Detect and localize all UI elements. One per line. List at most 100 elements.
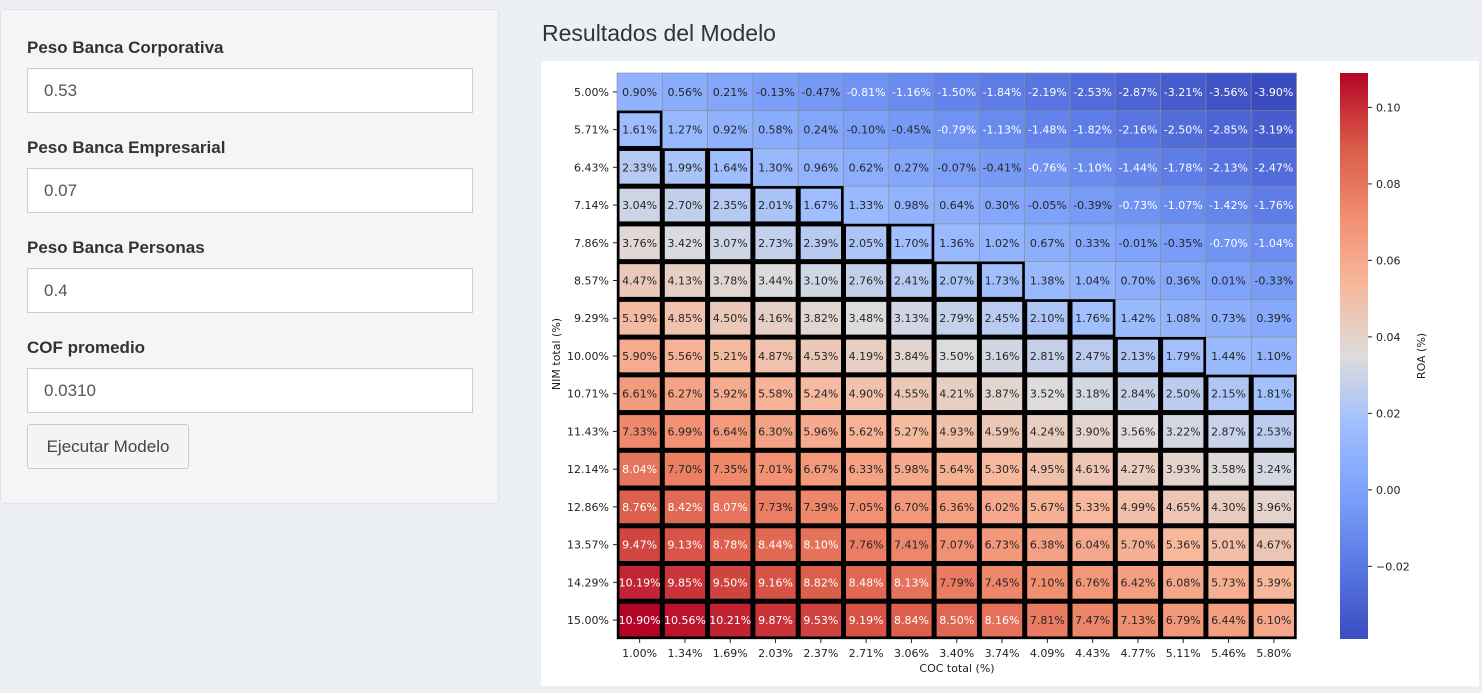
heatmap-cell-highlight	[1069, 299, 1116, 338]
heatmap-cell-highlight	[888, 525, 935, 564]
peso-banca-personas-input[interactable]	[27, 268, 473, 313]
heatmap-cell	[1160, 299, 1207, 338]
heatmap-cell-label: 4.21%	[939, 388, 974, 401]
heatmap-cell-highlight	[798, 261, 844, 300]
heatmap-cell-label: -3.56%	[1209, 86, 1248, 99]
heatmap-cell-label: 0.24%	[803, 124, 838, 137]
heatmap-cell	[1114, 110, 1161, 149]
heatmap-cell-label: 3.96%	[1256, 501, 1291, 514]
heatmap-cell-highlight	[616, 299, 663, 338]
heatmap-cell-label: -2.13%	[1209, 161, 1248, 174]
heatmap-cell-highlight	[1069, 374, 1116, 413]
heatmap-cell	[979, 223, 1025, 262]
y-tick-label: 5.00%	[574, 86, 609, 99]
heatmap-cell	[1250, 336, 1297, 376]
heatmap-cell-highlight	[933, 450, 980, 489]
heatmap-cell-highlight	[1069, 487, 1116, 526]
heatmap-cell-highlight	[798, 186, 844, 225]
heatmap-cell	[1250, 110, 1297, 149]
heatmap-cell-highlight	[707, 601, 754, 640]
cof-promedio-input[interactable]	[27, 368, 473, 413]
colorbar-tick-label: 0.04	[1376, 331, 1401, 344]
x-tick-label: 5.46%	[1211, 647, 1246, 660]
heatmap-cell-label: 4.95%	[1030, 463, 1065, 476]
heatmap-cell-label: 3.52%	[1030, 388, 1065, 401]
heatmap-cell	[933, 261, 980, 300]
heatmap-cell-highlight	[1205, 487, 1252, 526]
heatmap-cell	[1114, 299, 1161, 338]
heatmap-cell-label: 3.18%	[1075, 388, 1110, 401]
heatmap-cell-highlight	[707, 412, 754, 451]
heatmap-cell-label: 3.50%	[939, 350, 974, 363]
heatmap-cell-highlight	[843, 337, 889, 375]
heatmap-cell-label: -0.35%	[1164, 237, 1203, 250]
heatmap-cell	[1114, 563, 1161, 602]
heatmap-cell-label: 8.48%	[849, 576, 884, 589]
heatmap-cell-label: 5.58%	[758, 388, 793, 401]
heatmap-cell-highlight	[1069, 412, 1116, 451]
heatmap-cell-label: 10.21%	[709, 614, 751, 627]
heatmap-cell-label: 0.39%	[1256, 312, 1291, 325]
heatmap-cell-label: 9.87%	[758, 614, 793, 627]
heatmap-cell-highlight	[1069, 525, 1116, 564]
heatmap-cell-label: 5.39%	[1256, 576, 1291, 589]
heatmap-cell	[797, 223, 844, 262]
heatmap-cell-label: -0.33%	[1254, 275, 1293, 288]
heatmap-cell	[662, 185, 708, 225]
heatmap-cell-label: 3.84%	[894, 350, 929, 363]
heatmap-cell-highlight	[662, 148, 708, 187]
heatmap-cell	[888, 299, 935, 338]
heatmap-cell	[979, 261, 1025, 300]
heatmap-cell	[662, 72, 708, 112]
heatmap-cell-highlight	[616, 337, 663, 375]
heatmap-cell	[1024, 412, 1071, 451]
peso-banca-empresarial-input[interactable]	[27, 168, 473, 213]
heatmap-cell	[707, 185, 754, 225]
heatmap-cell	[662, 487, 708, 527]
y-tick-label: 14.29%	[567, 576, 609, 589]
heatmap-cell-label: 6.42%	[1120, 576, 1155, 589]
heatmap-cell-highlight	[662, 525, 708, 564]
heatmap-cell-highlight	[1205, 563, 1252, 602]
x-tick-label: 1.00%	[622, 647, 657, 660]
heatmap-cell-highlight	[843, 261, 889, 300]
heatmap-cell	[752, 336, 799, 376]
heatmap-cell	[979, 72, 1025, 112]
heatmap-cell-label: -0.10%	[847, 124, 886, 137]
heatmap-cell	[933, 223, 980, 262]
x-tick-label: 2.03%	[758, 647, 793, 660]
heatmap-cell-highlight	[662, 450, 708, 489]
heatmap-cell-highlight	[979, 261, 1025, 300]
peso-banca-corporativa-input[interactable]	[27, 68, 473, 113]
heatmap-cell-highlight	[616, 412, 663, 451]
heatmap-cell-label: 3.13%	[894, 312, 929, 325]
heatmap-cell-highlight	[888, 563, 935, 602]
heatmap-cell-label: 10.56%	[664, 614, 706, 627]
heatmap-cell	[707, 374, 754, 413]
x-axis-ticks: 1.00% 1.34% 1.69% 2.03% 2.37% 2.71% 3.06% 3.40%…	[622, 638, 1291, 660]
heatmap-cell-label: 7.73%	[758, 501, 793, 514]
heatmap-cell	[1114, 412, 1161, 451]
heatmap-cell-highlight	[888, 601, 935, 640]
x-tick-label: 1.69%	[713, 647, 748, 660]
heatmap-cell-highlight	[662, 223, 708, 262]
heatmap-cell-label: 3.16%	[985, 350, 1020, 363]
heatmap-cell	[888, 449, 935, 489]
heatmap-cell-highlight	[843, 525, 889, 564]
heatmap-cell-label: 4.16%	[758, 312, 793, 325]
heatmap-cell-highlight	[1251, 563, 1297, 602]
heatmap-cell-label: 6.44%	[1211, 614, 1246, 627]
heatmap-cell-label: 3.87%	[985, 388, 1020, 401]
heatmap-cell-label: 2.41%	[894, 275, 929, 288]
ejecutar-modelo-button[interactable]: Ejecutar Modelo	[27, 424, 189, 469]
heatmap-cell-label: 8.13%	[894, 576, 929, 589]
heatmap-cell-highlight	[662, 261, 708, 300]
heatmap-cell-highlight	[979, 563, 1025, 602]
y-tick-label: 7.86%	[574, 237, 609, 250]
heatmap-cell	[979, 299, 1025, 338]
heatmap-cell	[979, 185, 1025, 225]
heatmap-cell-highlight	[1069, 563, 1116, 602]
heatmap-cell	[797, 449, 844, 489]
heatmap-cell	[843, 299, 890, 338]
heatmap-cell-label: 7.01%	[758, 463, 793, 476]
